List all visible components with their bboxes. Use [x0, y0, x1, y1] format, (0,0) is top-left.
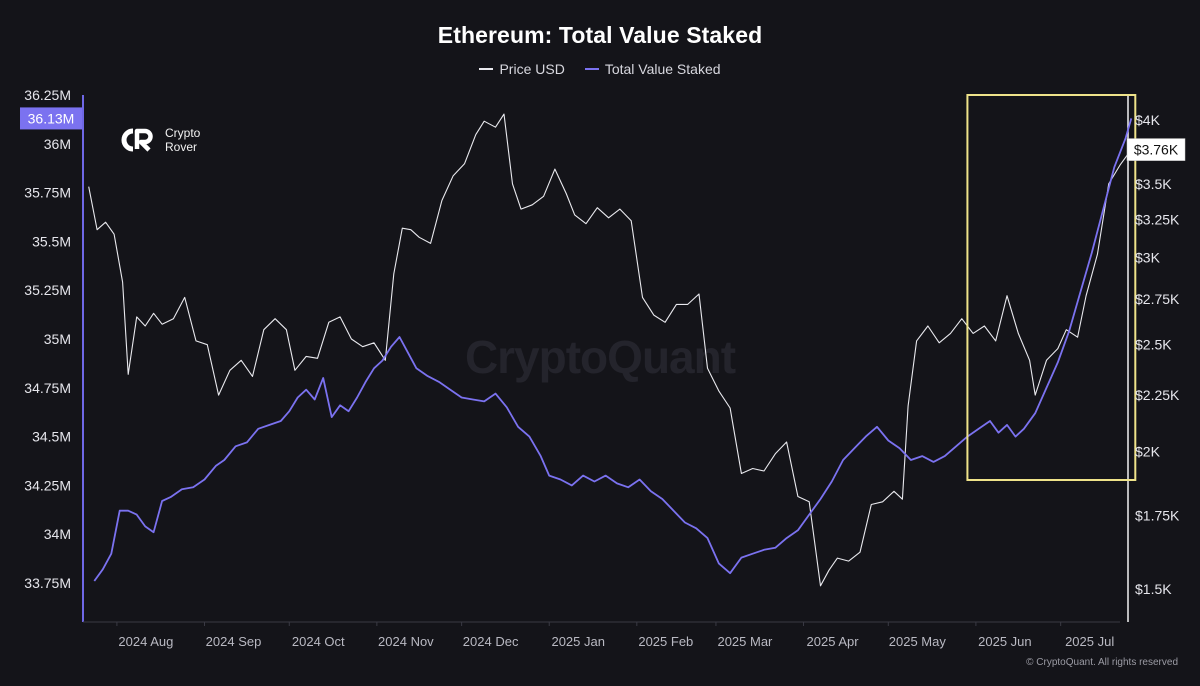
chart-title: Ethereum: Total Value Staked	[437, 22, 763, 48]
legend: Price USD Total Value Staked	[0, 61, 1200, 77]
brand-name-line1: Crypto	[165, 126, 201, 140]
y-left-tick-label: 35.25M	[24, 282, 71, 298]
crypto-rover-logo-icon	[121, 128, 153, 152]
y-right-tick-label: $2.5K	[1135, 337, 1172, 353]
y-left-current-tag	[20, 107, 82, 130]
y-right-tick-label: $1.75K	[1135, 507, 1180, 523]
y-left-tick-label: 34M	[44, 526, 71, 542]
y-left-tick-label: 36M	[44, 136, 71, 152]
y-left-tick-label: 35.75M	[24, 185, 71, 201]
x-tick-label: 2024 Dec	[463, 634, 519, 649]
x-tick-label: 2024 Oct	[292, 634, 345, 649]
y-right-current-tag	[1126, 138, 1186, 161]
x-tick-label: 2025 Mar	[717, 634, 773, 649]
series-price-usd-line	[88, 113, 1132, 587]
x-tick-label: 2025 Jun	[978, 634, 1032, 649]
x-tick-label: 2025 Apr	[807, 634, 860, 649]
x-tick-label: 2024 Sep	[206, 634, 262, 649]
x-tick-label: 2024 Aug	[118, 634, 173, 649]
watermark: CryptoQuant	[464, 331, 736, 383]
y-left-tick-label: 35.5M	[32, 233, 71, 249]
y-right-tick-label: $4K	[1135, 112, 1161, 128]
y-right-tick-label: $2.75K	[1135, 291, 1180, 307]
highlight-box	[966, 94, 1137, 481]
y-right-tick-label: $3.5K	[1135, 176, 1172, 192]
legend-label-staked: Total Value Staked	[604, 61, 721, 77]
brand-logo: Crypto Rover	[117, 126, 200, 154]
legend-swatch-price	[479, 68, 494, 70]
series-total-value-staked-line	[93, 118, 1133, 582]
y-left-current-value: 36.13M	[28, 110, 75, 126]
legend-item-staked[interactable]: Total Value Staked	[584, 61, 721, 77]
y-right-tick-label: $3K	[1135, 250, 1161, 266]
x-tick-label: 2025 May	[889, 634, 947, 649]
x-tick-label: 2024 Nov	[378, 634, 434, 649]
x-tick-label: 2025 Feb	[638, 634, 693, 649]
y-left-tick-label: 34.5M	[32, 429, 71, 445]
y-left-tick-label: 34.75M	[24, 380, 71, 396]
legend-swatch-staked	[584, 68, 599, 70]
y-right-tick-label: $3.25K	[1135, 211, 1180, 227]
y-left-tick-label: 33.75M	[24, 575, 71, 591]
y-right-current-value: $3.76K	[1134, 142, 1179, 158]
copyright-notice: © CryptoQuant. All rights reserved	[1026, 657, 1178, 668]
brand-name-line2: Rover	[165, 140, 198, 154]
y-right-tick-label: $2.25K	[1135, 387, 1180, 403]
y-right-tick-label: $1.5K	[1135, 581, 1172, 597]
y-left-tick-label: 34.25M	[24, 477, 71, 493]
y-left-tick-label: 35M	[44, 331, 71, 347]
legend-item-price[interactable]: Price USD	[479, 61, 565, 77]
y-left-tick-label: 36.25M	[24, 87, 71, 103]
y-right-tick-label: $2K	[1135, 443, 1161, 459]
x-tick-label: 2025 Jan	[551, 634, 605, 649]
legend-label-price: Price USD	[499, 61, 565, 77]
x-tick-label: 2025 Jul	[1065, 634, 1114, 649]
